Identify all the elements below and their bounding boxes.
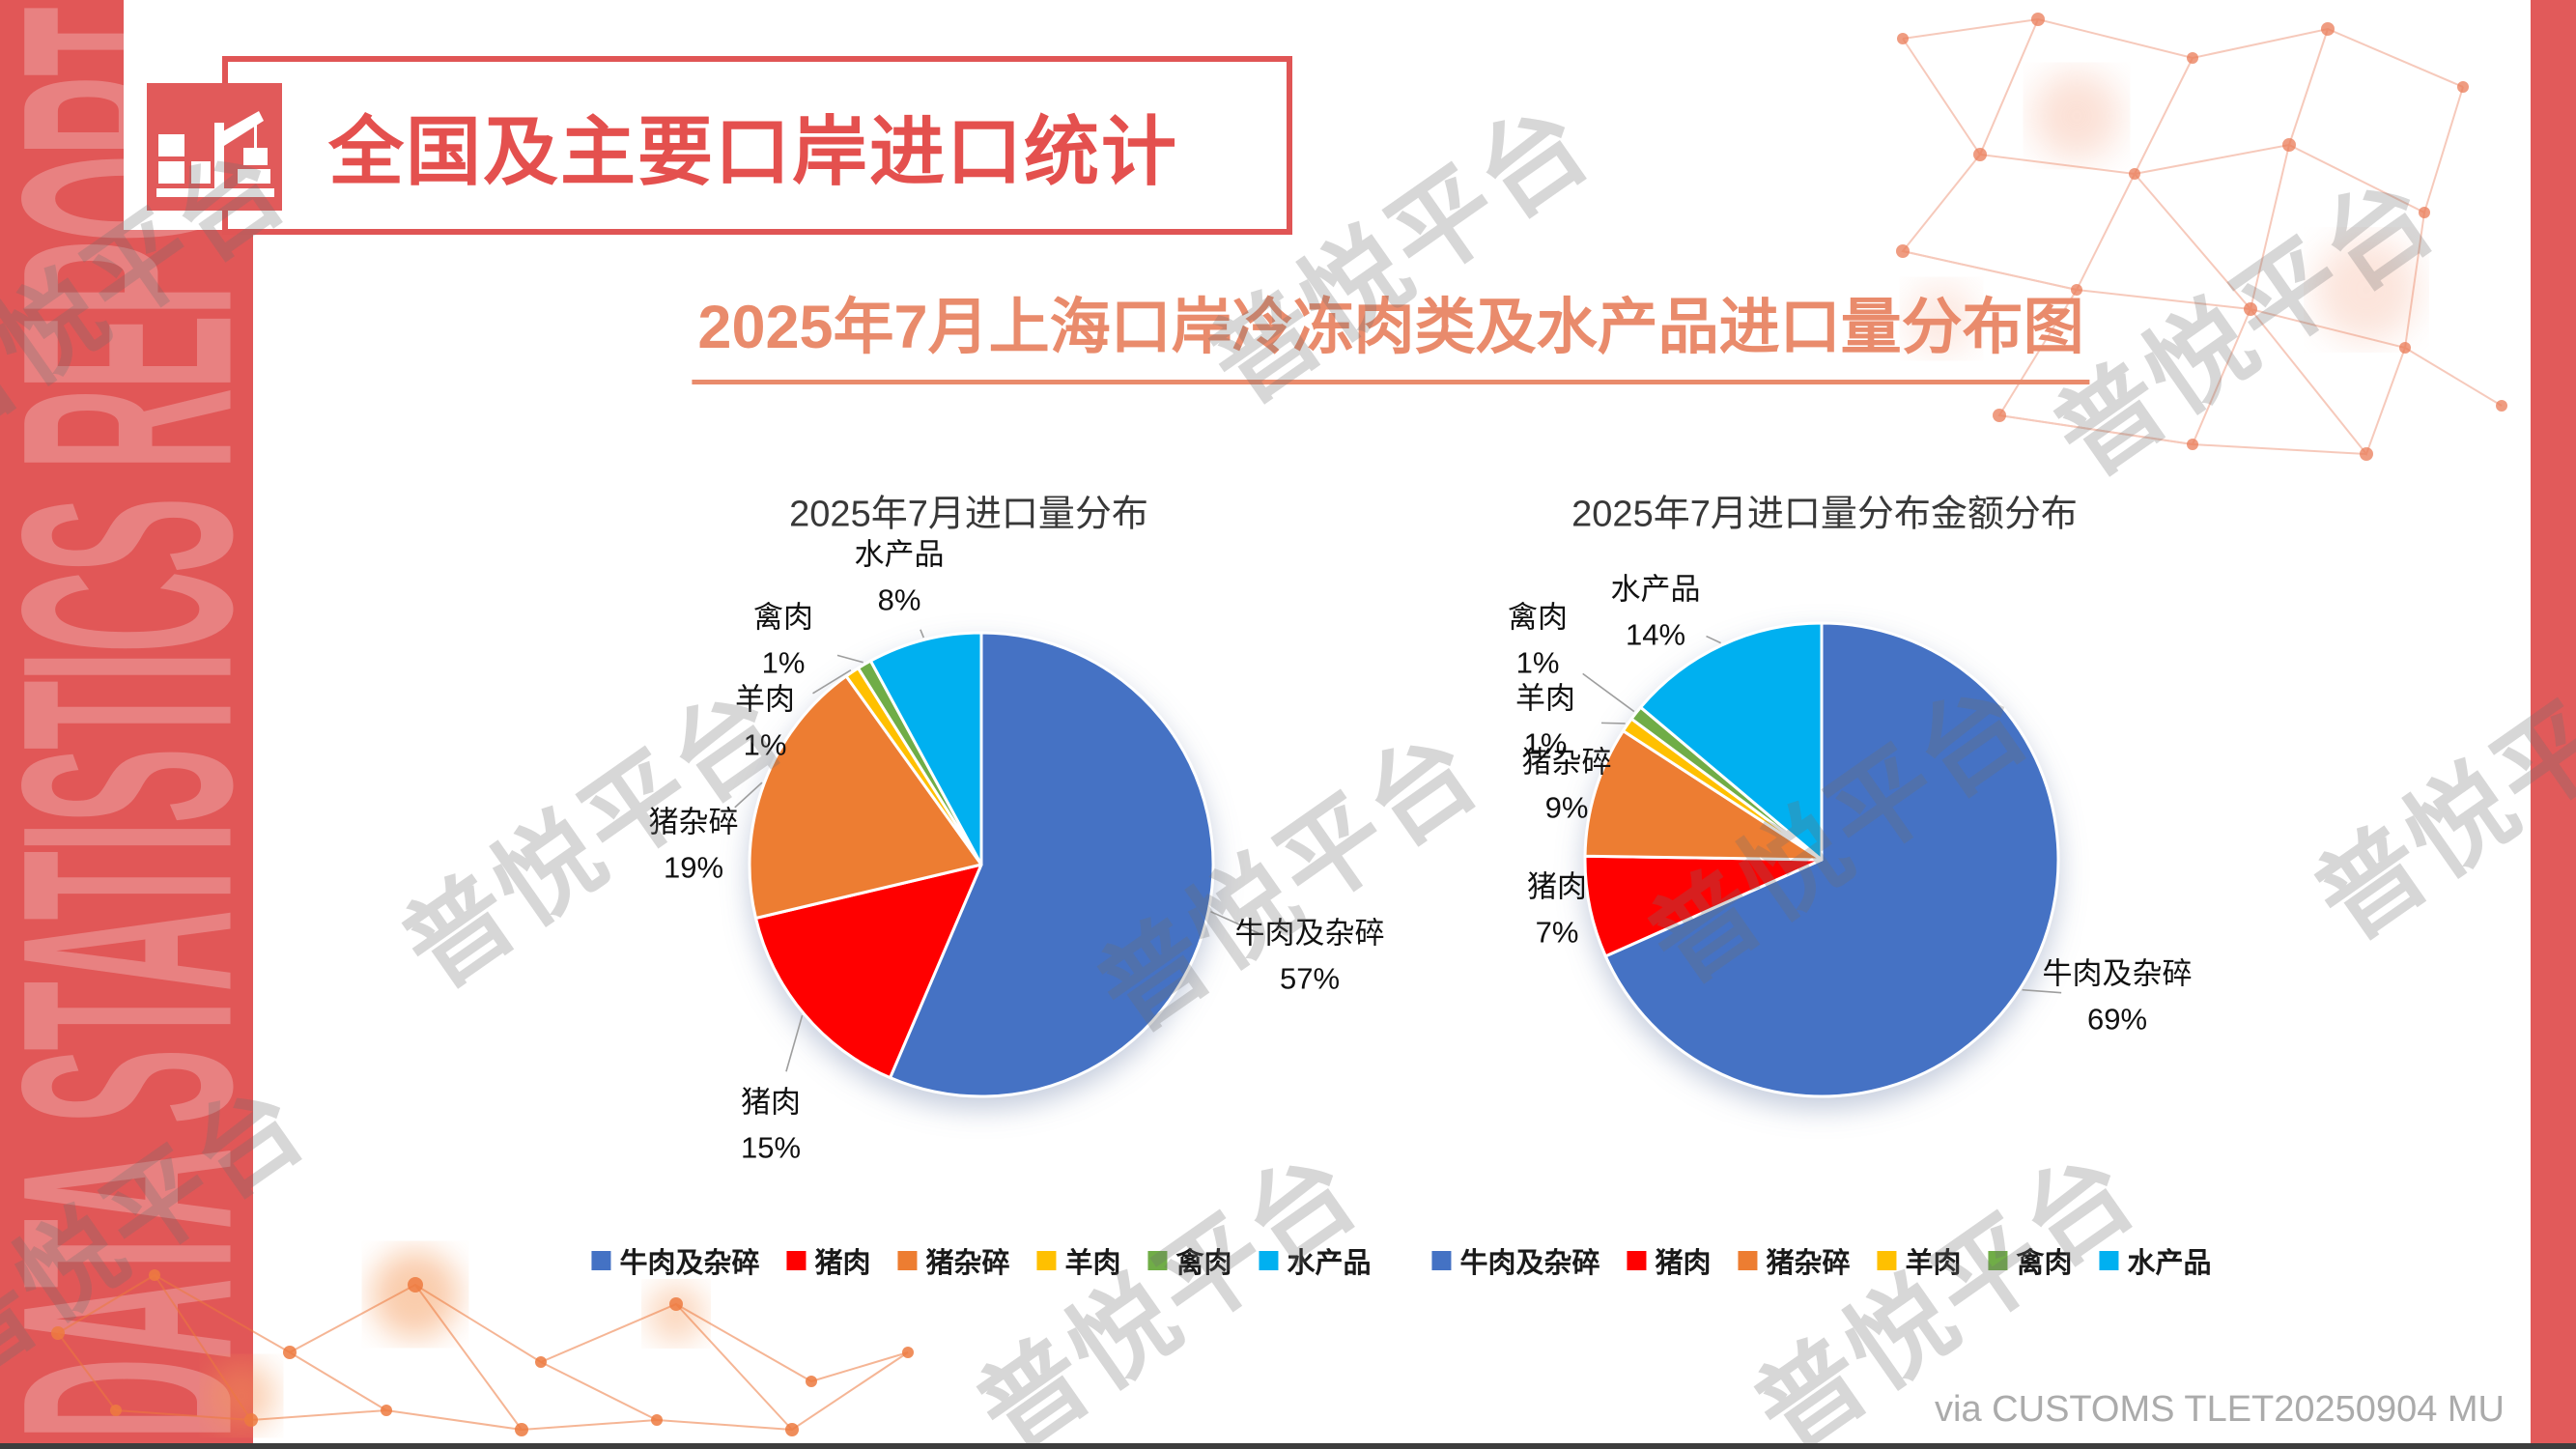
legend-label: 水产品	[1287, 1248, 1372, 1279]
legend-swatch	[1988, 1251, 2008, 1270]
pie-slice	[868, 631, 983, 867]
legend-item: 羊肉	[1036, 1240, 1121, 1281]
left-chart-title: 2025年7月进口量分布	[789, 494, 1148, 535]
legend-label: 禽肉	[2016, 1248, 2073, 1279]
legend-swatch	[786, 1251, 807, 1270]
slice-label: 水产品 14%	[1610, 572, 1701, 652]
header-title-box: 全国及主要口岸进口统计	[222, 56, 1292, 235]
right-edge-strip	[2531, 0, 2576, 1449]
port-crane-icon	[147, 83, 282, 211]
label-leader-line	[1582, 672, 1635, 713]
label-leader-line	[812, 669, 852, 695]
legend-label: 水产品	[2127, 1248, 2212, 1279]
legend-item: 水产品	[1259, 1240, 1372, 1281]
legend-swatch	[1259, 1251, 1279, 1270]
pie-slice	[844, 667, 983, 867]
legend-swatch	[2099, 1251, 2119, 1270]
slice-label: 猪肉 15%	[740, 1085, 802, 1165]
slice-label: 猪杂碎 9%	[1521, 745, 1612, 825]
legend-label: 猪肉	[1655, 1248, 1712, 1279]
report-subtitle: 2025年7月上海口岸冷冻肉类及水产品进口量分布图	[692, 278, 2090, 384]
legend-item: 猪肉	[1627, 1240, 1711, 1281]
legend-label: 禽肉	[1175, 1248, 1232, 1279]
page-title: 全国及主要口岸进口统计	[328, 108, 1179, 194]
legend-swatch	[1627, 1251, 1647, 1270]
label-leader-line	[1706, 635, 1721, 644]
right-chart-legend: 牛肉及杂碎 猪肉 猪杂碎 羊肉 禽肉 水产品	[1431, 1240, 2212, 1281]
sidebar	[0, 0, 253, 1449]
slice-label: 羊肉 1%	[1515, 681, 1575, 761]
legend-item: 牛肉及杂碎	[591, 1240, 759, 1281]
legend-swatch	[1147, 1251, 1168, 1270]
slice-label: 禽肉 1%	[753, 600, 813, 680]
label-leader-line	[2022, 988, 2062, 994]
footer-credit: via CUSTOMS TLET20250904 MU	[1935, 1389, 2505, 1430]
label-leader-line	[920, 629, 925, 639]
legend-label: 猪杂碎	[1766, 1248, 1851, 1279]
legend-item: 猪杂碎	[897, 1240, 1010, 1281]
label-leader-line	[1600, 722, 1626, 724]
legend-swatch	[1877, 1251, 1897, 1270]
pie-slice	[754, 863, 983, 1080]
legend-item: 牛肉及杂碎	[1431, 1240, 1599, 1281]
slice-label: 禽肉 1%	[1508, 600, 1568, 680]
legend-label: 猪肉	[814, 1248, 871, 1279]
right-chart-title: 2025年7月进口量分布金额分布	[1571, 494, 2078, 535]
watermark: 普悦平台	[1078, 708, 1501, 1054]
slice-label: 牛肉及杂碎 69%	[2042, 956, 2193, 1037]
label-leader-line	[836, 654, 863, 664]
watermark: 普悦平台	[382, 665, 806, 1010]
legend-swatch	[591, 1251, 611, 1270]
slice-label: 水产品 8%	[854, 537, 945, 617]
legend-item: 猪杂碎	[1738, 1240, 1851, 1281]
legend-item: 羊肉	[1877, 1240, 1962, 1281]
legend-swatch	[1036, 1251, 1057, 1270]
legend-item: 水产品	[2099, 1240, 2212, 1281]
slice-label: 猪肉 7%	[1527, 869, 1587, 950]
legend-label: 牛肉及杂碎	[619, 1248, 760, 1279]
label-leader-line	[785, 1014, 804, 1072]
watermark: 普悦平台	[1628, 660, 2052, 1006]
bottom-edge-bar	[0, 1443, 2576, 1449]
legend-item: 禽肉	[1147, 1240, 1232, 1281]
legend-swatch	[897, 1251, 918, 1270]
legend-label: 猪杂碎	[925, 1248, 1010, 1279]
legend-swatch	[1738, 1251, 1758, 1270]
legend-label: 羊肉	[1064, 1248, 1121, 1279]
pie-slice	[857, 659, 983, 867]
left-chart-legend: 牛肉及杂碎 猪肉 猪杂碎 羊肉 禽肉 水产品	[591, 1240, 1372, 1281]
pie-slice	[748, 674, 983, 920]
legend-label: 牛肉及杂碎	[1459, 1248, 1600, 1279]
legend-label: 羊肉	[1905, 1248, 1962, 1279]
legend-item: 猪肉	[786, 1240, 870, 1281]
legend-swatch	[1431, 1251, 1452, 1270]
legend-item: 禽肉	[1988, 1240, 2073, 1281]
